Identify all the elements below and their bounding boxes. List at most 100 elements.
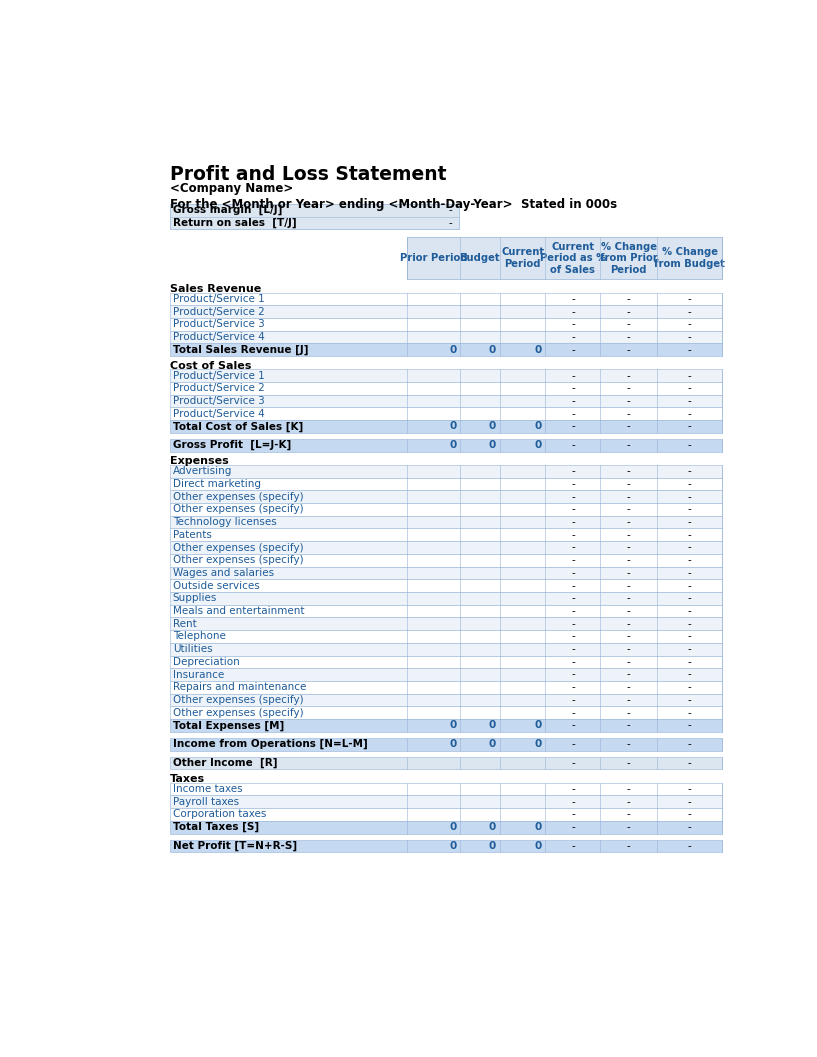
Text: -: - <box>571 479 575 489</box>
Text: -: - <box>688 492 691 502</box>
Text: -: - <box>688 758 691 768</box>
Text: For the <Month or Year> ending <Month-Day-Year>: For the <Month or Year> ending <Month-Da… <box>170 198 513 210</box>
Text: -: - <box>571 441 575 450</box>
Text: Product/Service 2: Product/Service 2 <box>172 307 265 317</box>
Text: Other expenses (specify): Other expenses (specify) <box>172 542 303 553</box>
Text: -: - <box>571 797 575 806</box>
Text: -: - <box>627 307 631 317</box>
Text: -: - <box>627 542 631 553</box>
Bar <box>170 821 722 834</box>
Text: -: - <box>688 466 691 477</box>
Text: -: - <box>688 606 691 616</box>
Bar <box>170 809 722 821</box>
Text: -: - <box>688 580 691 591</box>
Bar <box>170 541 722 554</box>
Text: -: - <box>688 822 691 832</box>
Text: Total Cost of Sales [K]: Total Cost of Sales [K] <box>172 422 303 431</box>
Text: -: - <box>627 580 631 591</box>
Text: -: - <box>688 479 691 489</box>
Text: 0: 0 <box>449 441 457 450</box>
Text: -: - <box>627 396 631 406</box>
Bar <box>170 655 722 668</box>
Text: -: - <box>627 669 631 680</box>
Text: -: - <box>571 294 575 304</box>
Bar <box>170 490 722 503</box>
Text: -: - <box>571 345 575 355</box>
Bar <box>170 420 722 432</box>
Text: -: - <box>627 696 631 705</box>
Text: Product/Service 1: Product/Service 1 <box>172 294 265 304</box>
Text: -: - <box>571 371 575 381</box>
Text: -: - <box>627 504 631 515</box>
Text: 0: 0 <box>449 721 457 730</box>
Text: 0: 0 <box>534 822 542 832</box>
Bar <box>170 503 722 516</box>
Text: -: - <box>571 708 575 718</box>
Text: -: - <box>688 371 691 381</box>
Text: Telephone: Telephone <box>172 631 225 642</box>
Text: -: - <box>627 517 631 527</box>
Bar <box>170 382 722 394</box>
Text: -: - <box>627 784 631 794</box>
Text: -: - <box>571 606 575 616</box>
Text: -: - <box>688 384 691 393</box>
Text: Profit and Loss Statement: Profit and Loss Statement <box>170 165 447 184</box>
Text: -: - <box>571 618 575 629</box>
Text: 0: 0 <box>489 441 496 450</box>
Bar <box>170 318 722 331</box>
Text: 0: 0 <box>489 345 496 355</box>
Bar <box>170 293 722 305</box>
Text: -: - <box>571 580 575 591</box>
Text: -: - <box>571 631 575 642</box>
Text: -: - <box>627 797 631 806</box>
Text: -: - <box>688 396 691 406</box>
Text: -: - <box>627 841 631 851</box>
Text: -: - <box>571 530 575 540</box>
Bar <box>170 592 722 605</box>
Text: -: - <box>688 797 691 806</box>
Bar <box>170 528 722 541</box>
Text: -: - <box>627 384 631 393</box>
Text: -: - <box>627 708 631 718</box>
Text: -: - <box>571 784 575 794</box>
Text: -: - <box>688 841 691 851</box>
Text: -: - <box>571 810 575 819</box>
Bar <box>170 706 722 719</box>
Text: 0: 0 <box>534 739 542 749</box>
Text: -: - <box>627 822 631 832</box>
Text: -: - <box>688 555 691 565</box>
Text: 0: 0 <box>489 739 496 749</box>
Text: -: - <box>688 784 691 794</box>
Text: Total Taxes [S]: Total Taxes [S] <box>172 822 259 832</box>
Text: Outside services: Outside services <box>172 580 260 591</box>
Text: -: - <box>627 422 631 431</box>
Text: 0: 0 <box>534 721 542 730</box>
Bar <box>170 630 722 643</box>
Text: -: - <box>627 606 631 616</box>
Text: -: - <box>571 593 575 604</box>
Text: -: - <box>571 669 575 680</box>
Bar <box>170 617 722 630</box>
Text: Payroll taxes: Payroll taxes <box>172 797 239 806</box>
Text: Gross Profit  [L=J-K]: Gross Profit [L=J-K] <box>172 440 291 450</box>
Text: Rent: Rent <box>172 618 196 629</box>
Text: -: - <box>571 504 575 515</box>
Text: -: - <box>627 492 631 502</box>
Bar <box>170 719 722 731</box>
Bar <box>170 681 722 693</box>
Bar <box>170 305 722 318</box>
Text: Return on sales  [T/J]: Return on sales [T/J] <box>172 218 297 228</box>
Text: Total Sales Revenue [J]: Total Sales Revenue [J] <box>172 345 308 355</box>
Text: -: - <box>571 644 575 654</box>
Bar <box>170 407 722 420</box>
Text: -: - <box>688 593 691 604</box>
Text: Product/Service 4: Product/Service 4 <box>172 409 265 419</box>
Bar <box>170 344 722 356</box>
Text: Product/Service 3: Product/Service 3 <box>172 396 265 406</box>
Text: Prior Period: Prior Period <box>400 253 467 263</box>
Text: 0: 0 <box>534 345 542 355</box>
Text: -: - <box>688 345 691 355</box>
Bar <box>170 439 722 451</box>
Text: Budget: Budget <box>460 253 500 263</box>
Text: 0: 0 <box>449 841 457 851</box>
